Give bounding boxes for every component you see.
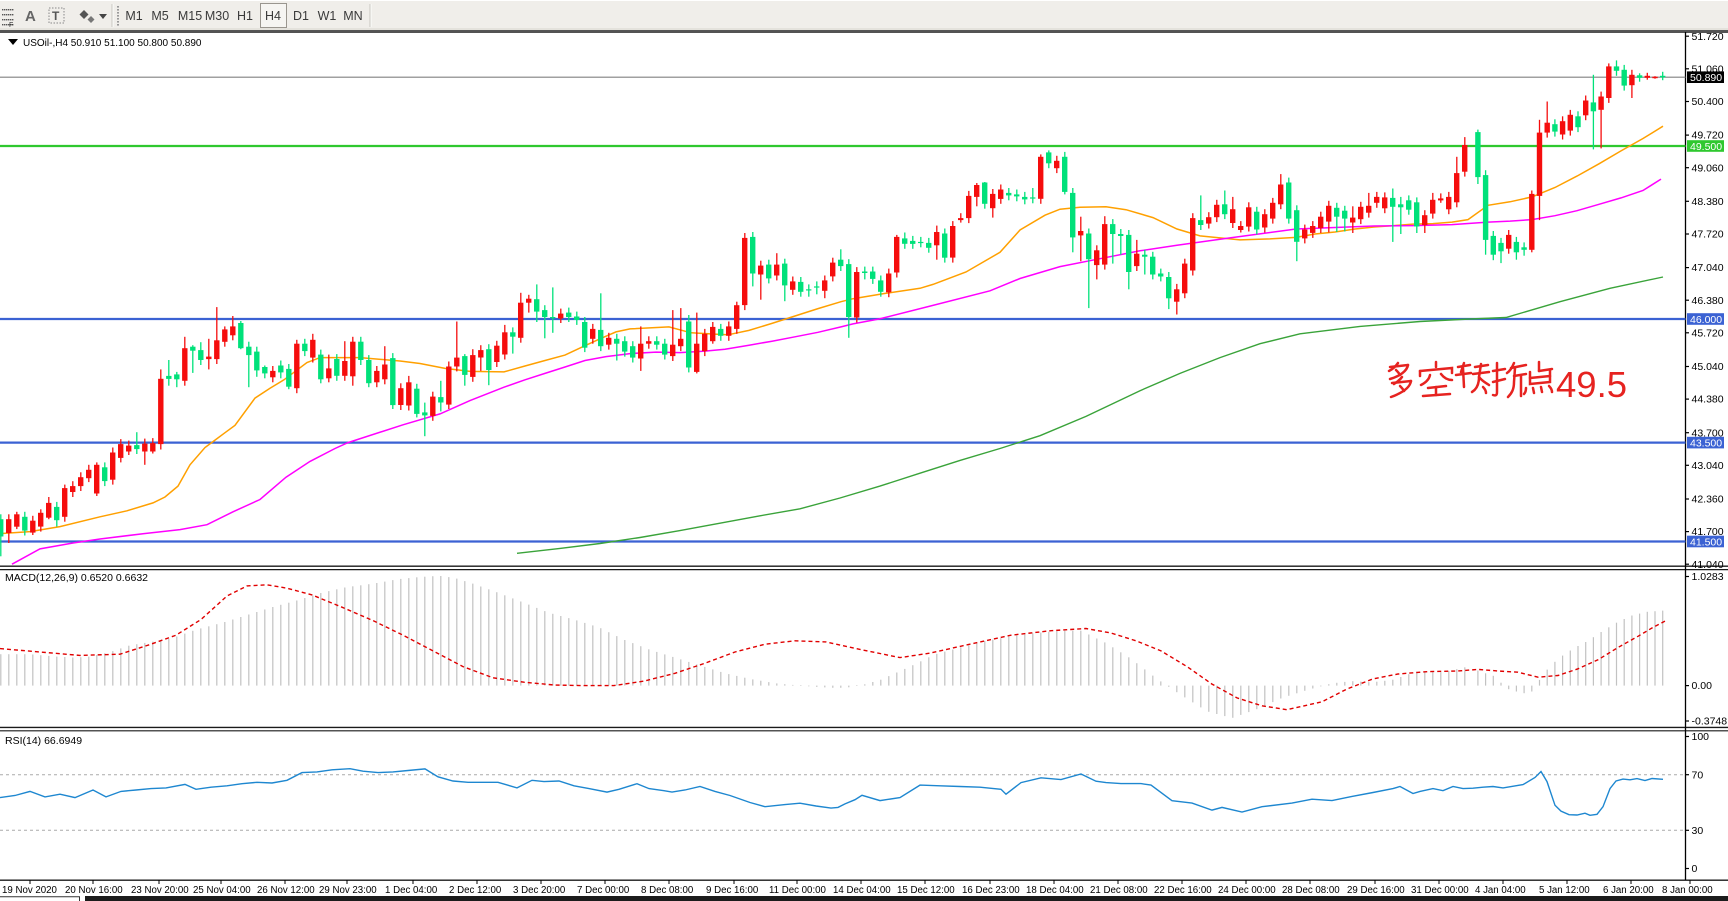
svg-text:29 Dec 16:00: 29 Dec 16:00 bbox=[1347, 885, 1405, 896]
svg-text:43.040: 43.040 bbox=[1692, 460, 1724, 472]
svg-text:51.720: 51.720 bbox=[1692, 31, 1724, 43]
svg-text:M30: M30 bbox=[205, 9, 229, 23]
svg-text:23 Nov 20:00: 23 Nov 20:00 bbox=[131, 885, 189, 896]
svg-text:49.720: 49.720 bbox=[1692, 130, 1724, 142]
svg-text:46.380: 46.380 bbox=[1692, 295, 1724, 307]
svg-text:D1: D1 bbox=[293, 9, 309, 23]
svg-text:T: T bbox=[52, 9, 60, 23]
svg-text:15 Dec 12:00: 15 Dec 12:00 bbox=[897, 885, 955, 896]
svg-text:29 Nov 23:00: 29 Nov 23:00 bbox=[319, 885, 377, 896]
svg-text:41.040: 41.040 bbox=[1692, 559, 1724, 571]
svg-text:41.500: 41.500 bbox=[1690, 536, 1722, 548]
svg-text:18 Dec 04:00: 18 Dec 04:00 bbox=[1026, 885, 1084, 896]
svg-text:28 Dec 08:00: 28 Dec 08:00 bbox=[1282, 885, 1340, 896]
svg-text:21 Dec 08:00: 21 Dec 08:00 bbox=[1090, 885, 1148, 896]
svg-text:45.040: 45.040 bbox=[1692, 361, 1724, 373]
svg-text:0: 0 bbox=[1692, 863, 1698, 875]
svg-text:20 Nov 16:00: 20 Nov 16:00 bbox=[65, 885, 123, 896]
svg-text:MN: MN bbox=[343, 9, 362, 23]
svg-text:1 Dec 04:00: 1 Dec 04:00 bbox=[385, 885, 438, 896]
svg-text:4 Jan 04:00: 4 Jan 04:00 bbox=[1475, 885, 1526, 896]
svg-text:42.360: 42.360 bbox=[1692, 494, 1724, 506]
svg-text:8 Jan 00:00: 8 Jan 00:00 bbox=[1662, 885, 1713, 896]
svg-text:3 Dec 20:00: 3 Dec 20:00 bbox=[513, 885, 566, 896]
svg-text:49.060: 49.060 bbox=[1692, 162, 1724, 174]
svg-text:24 Dec 00:00: 24 Dec 00:00 bbox=[1218, 885, 1276, 896]
svg-text:0.00: 0.00 bbox=[1692, 680, 1713, 692]
svg-text:26 Nov 12:00: 26 Nov 12:00 bbox=[257, 885, 315, 896]
svg-text:2 Dec 12:00: 2 Dec 12:00 bbox=[449, 885, 502, 896]
svg-text:47.720: 47.720 bbox=[1692, 229, 1724, 241]
svg-text:5 Jan 12:00: 5 Jan 12:00 bbox=[1539, 885, 1590, 896]
svg-text:49.5: 49.5 bbox=[1556, 364, 1627, 405]
svg-text:6 Jan 20:00: 6 Jan 20:00 bbox=[1603, 885, 1654, 896]
svg-text:49.500: 49.500 bbox=[1690, 141, 1722, 153]
svg-text:F: F bbox=[9, 22, 13, 29]
svg-text:M5: M5 bbox=[151, 9, 168, 23]
svg-text:45.720: 45.720 bbox=[1692, 327, 1724, 339]
svg-text:USOil-,H4 50.910 51.100 50.80: USOil-,H4 50.910 51.100 50.800 50.890 bbox=[23, 38, 202, 49]
svg-text:22 Dec 16:00: 22 Dec 16:00 bbox=[1154, 885, 1212, 896]
svg-text:43.700: 43.700 bbox=[1692, 427, 1724, 439]
svg-text:14 Dec 04:00: 14 Dec 04:00 bbox=[833, 885, 891, 896]
svg-text:H4: H4 bbox=[265, 9, 281, 23]
svg-text:11 Dec 00:00: 11 Dec 00:00 bbox=[769, 885, 827, 896]
svg-text:-0.3748: -0.3748 bbox=[1692, 716, 1728, 728]
svg-text:44.380: 44.380 bbox=[1692, 394, 1724, 406]
svg-text:W1: W1 bbox=[318, 9, 337, 23]
svg-text:48.380: 48.380 bbox=[1692, 196, 1724, 208]
svg-text:100: 100 bbox=[1692, 731, 1710, 743]
svg-text:47.040: 47.040 bbox=[1692, 262, 1724, 274]
svg-text:M1: M1 bbox=[125, 9, 142, 23]
svg-text:19 Nov 2020: 19 Nov 2020 bbox=[2, 885, 58, 896]
svg-text:9 Dec 16:00: 9 Dec 16:00 bbox=[706, 885, 759, 896]
svg-text:RSI(14) 66.6949: RSI(14) 66.6949 bbox=[5, 735, 82, 747]
svg-text:M15: M15 bbox=[178, 9, 202, 23]
svg-text:H1: H1 bbox=[237, 9, 253, 23]
svg-text:46.000: 46.000 bbox=[1690, 314, 1722, 326]
svg-text:8 Dec 08:00: 8 Dec 08:00 bbox=[641, 885, 694, 896]
svg-text:1.0283: 1.0283 bbox=[1692, 571, 1724, 583]
svg-text:7 Dec 00:00: 7 Dec 00:00 bbox=[577, 885, 630, 896]
svg-text:30: 30 bbox=[1692, 825, 1704, 837]
svg-text:50.890: 50.890 bbox=[1690, 72, 1722, 84]
svg-text:70: 70 bbox=[1692, 769, 1704, 781]
svg-text:43.500: 43.500 bbox=[1690, 437, 1722, 449]
svg-text:41.700: 41.700 bbox=[1692, 526, 1724, 538]
svg-text:A: A bbox=[25, 8, 36, 25]
svg-text:31 Dec 00:00: 31 Dec 00:00 bbox=[1411, 885, 1469, 896]
svg-text:MACD(12,26,9) 0.6520 0.6632: MACD(12,26,9) 0.6520 0.6632 bbox=[5, 572, 148, 584]
svg-text:50.400: 50.400 bbox=[1692, 96, 1724, 108]
svg-text:25 Nov 04:00: 25 Nov 04:00 bbox=[193, 885, 251, 896]
svg-text:16 Dec 23:00: 16 Dec 23:00 bbox=[962, 885, 1020, 896]
